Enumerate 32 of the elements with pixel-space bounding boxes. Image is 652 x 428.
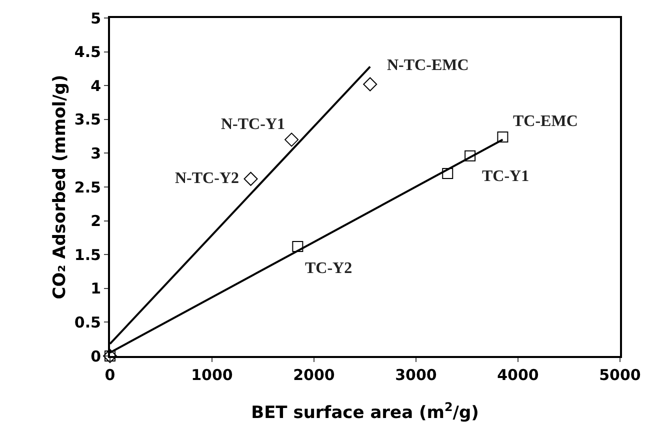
point: [442, 168, 454, 179]
annotation: N-TC-Y1: [221, 116, 285, 133]
y-tick-label: 3: [90, 144, 101, 162]
x-tick-label: 3000: [395, 366, 437, 384]
x-tick-label: 4000: [497, 366, 539, 384]
x-tick-label: 5000: [599, 366, 641, 384]
y-tick-label: 3.5: [74, 110, 101, 129]
annotation: TC-Y1: [482, 168, 530, 185]
point: [497, 131, 508, 142]
y-tick-label: 1: [90, 280, 101, 298]
y-axis-title: CO₂ Adsorbed (mmol/g): [50, 74, 70, 300]
point: [363, 77, 378, 92]
y-tick-label: 1.5: [74, 246, 101, 264]
annotation: N-TC-Y2: [175, 170, 239, 187]
annotation: TC-EMC: [513, 113, 578, 130]
x-tick-label: 2000: [293, 366, 335, 384]
x-tick-label: 1000: [191, 366, 233, 384]
annotation: TC-Y2: [305, 260, 352, 277]
annotation: N-TC-EMC: [387, 57, 469, 74]
x-tick-label: 0: [104, 366, 116, 384]
y-tick-label: 2: [90, 212, 101, 230]
y-tick-label: 4: [90, 76, 101, 95]
y-tick-label: 4.5: [74, 43, 101, 62]
y-tick-label: 0.5: [74, 313, 101, 332]
y-tick-label: 2.5: [74, 178, 101, 196]
point: [464, 150, 476, 162]
point: [292, 240, 304, 252]
point: [284, 132, 299, 147]
y-tick-label: 5: [90, 9, 101, 28]
point: [244, 172, 258, 186]
y-tick-label: 0: [90, 347, 101, 366]
x-axis-title: BET surface area (m$^{2}$/g): [251, 400, 479, 423]
